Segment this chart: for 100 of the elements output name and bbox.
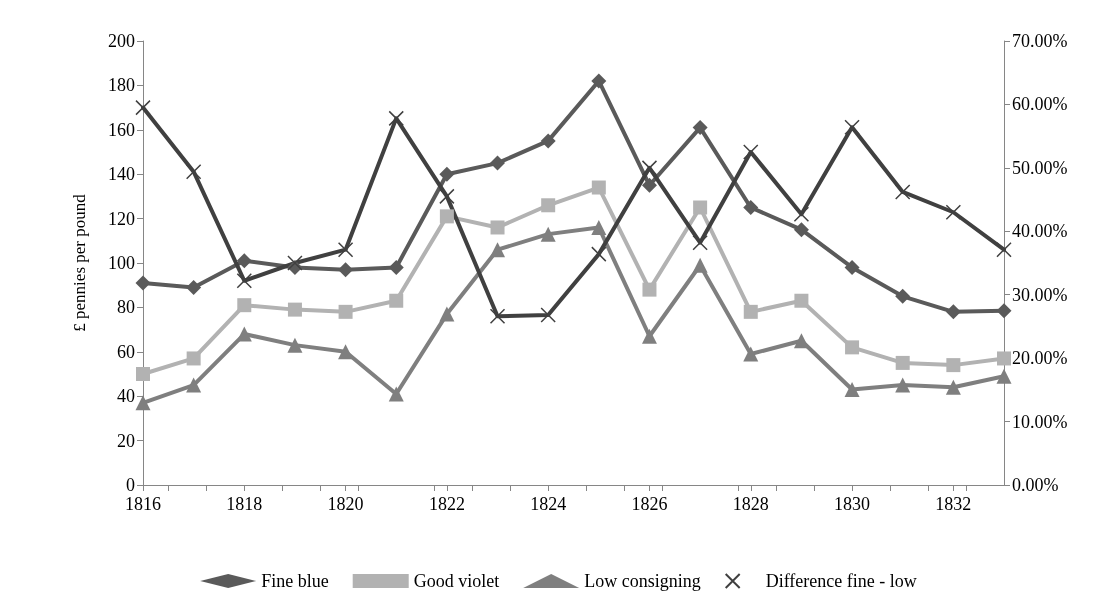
y-tick-label: 40 bbox=[117, 386, 135, 407]
point bbox=[945, 204, 962, 221]
point bbox=[693, 200, 708, 215]
point bbox=[641, 328, 657, 344]
point bbox=[540, 133, 556, 149]
point bbox=[540, 226, 556, 242]
point bbox=[996, 303, 1012, 319]
point bbox=[793, 333, 809, 349]
point bbox=[439, 209, 454, 224]
legend-label: Good violet bbox=[413, 571, 500, 591]
point bbox=[236, 273, 253, 289]
x-tick-label: 1828 bbox=[732, 494, 769, 514]
point bbox=[895, 288, 911, 304]
point bbox=[641, 160, 658, 176]
y-tick-label: 180 bbox=[108, 75, 135, 96]
point bbox=[743, 144, 759, 160]
point bbox=[287, 255, 303, 271]
point bbox=[287, 337, 303, 353]
point bbox=[743, 304, 758, 319]
y-tick-label: 160 bbox=[108, 119, 135, 140]
point bbox=[490, 155, 506, 171]
point bbox=[845, 340, 860, 355]
point bbox=[135, 275, 151, 291]
y2-tick-label: 30.00% bbox=[1012, 284, 1068, 305]
point bbox=[337, 241, 354, 258]
point bbox=[388, 259, 404, 275]
point bbox=[844, 119, 860, 136]
y-tick-label: 200 bbox=[108, 31, 135, 51]
point bbox=[338, 344, 354, 360]
point bbox=[541, 198, 556, 213]
point bbox=[186, 377, 202, 393]
y-tick-label: 80 bbox=[117, 297, 135, 318]
x-tick-label: 1824 bbox=[530, 494, 567, 514]
x-tick-label: 1816 bbox=[125, 494, 161, 514]
point bbox=[591, 180, 606, 195]
point bbox=[490, 220, 505, 235]
x-tick-label: 1822 bbox=[428, 494, 465, 514]
x-tick-label: 1832 bbox=[935, 494, 972, 514]
point bbox=[945, 379, 961, 395]
point bbox=[946, 358, 961, 373]
y-tick-label: 20 bbox=[117, 430, 135, 451]
point bbox=[489, 308, 506, 325]
point bbox=[439, 306, 455, 322]
y-tick-label: 60 bbox=[117, 341, 135, 362]
point bbox=[591, 219, 607, 235]
y-tick-label: 140 bbox=[108, 164, 135, 185]
point bbox=[591, 246, 607, 262]
point bbox=[945, 304, 961, 320]
point bbox=[591, 73, 607, 89]
point bbox=[439, 188, 455, 205]
point bbox=[692, 234, 708, 251]
x-tick-label: 1830 bbox=[834, 494, 871, 514]
point bbox=[287, 302, 302, 317]
point bbox=[743, 200, 759, 215]
point bbox=[794, 293, 809, 308]
y2-tick-label: 60.00% bbox=[1012, 94, 1068, 115]
point bbox=[490, 242, 506, 258]
legend-label: Fine blue bbox=[261, 571, 329, 591]
point bbox=[185, 163, 202, 180]
y2-tick-label: 70.00% bbox=[1012, 31, 1068, 51]
point bbox=[996, 241, 1012, 258]
y-tick-label: 0 bbox=[126, 475, 135, 495]
point bbox=[236, 253, 252, 269]
legend-label: Low consigning bbox=[584, 571, 701, 591]
point bbox=[186, 351, 201, 366]
x-tick-label: 1818 bbox=[226, 494, 263, 514]
point bbox=[895, 377, 911, 393]
y2-tick-label: 40.00% bbox=[1012, 221, 1068, 242]
point bbox=[388, 110, 404, 127]
point bbox=[743, 346, 759, 362]
y2-tick-label: 50.00% bbox=[1012, 157, 1068, 178]
point bbox=[642, 282, 657, 297]
point bbox=[641, 177, 657, 193]
point bbox=[894, 184, 911, 200]
point bbox=[895, 355, 910, 370]
x-tick-label: 1820 bbox=[327, 494, 364, 514]
point bbox=[692, 120, 708, 136]
point bbox=[996, 368, 1012, 384]
point bbox=[439, 166, 455, 182]
point bbox=[997, 351, 1011, 366]
y2-tick-label: 20.00% bbox=[1012, 348, 1068, 369]
y-axis-title: £ pennies per pound bbox=[70, 193, 89, 332]
y-tick-label: 120 bbox=[108, 208, 135, 229]
point bbox=[844, 382, 860, 398]
point bbox=[186, 279, 202, 295]
point bbox=[388, 386, 404, 402]
point bbox=[135, 99, 151, 116]
point bbox=[793, 222, 809, 238]
point bbox=[844, 259, 860, 275]
x-tick-label: 1826 bbox=[631, 494, 668, 514]
point bbox=[237, 298, 252, 313]
point bbox=[793, 206, 810, 222]
legend-label: Difference fine - low bbox=[765, 571, 917, 591]
y2-tick-label: 0.00% bbox=[1012, 475, 1059, 495]
point bbox=[338, 304, 353, 319]
point bbox=[389, 293, 404, 308]
point bbox=[692, 257, 708, 273]
point bbox=[338, 262, 354, 278]
y2-tick-label: 10.00% bbox=[1012, 411, 1068, 432]
point bbox=[136, 367, 150, 381]
